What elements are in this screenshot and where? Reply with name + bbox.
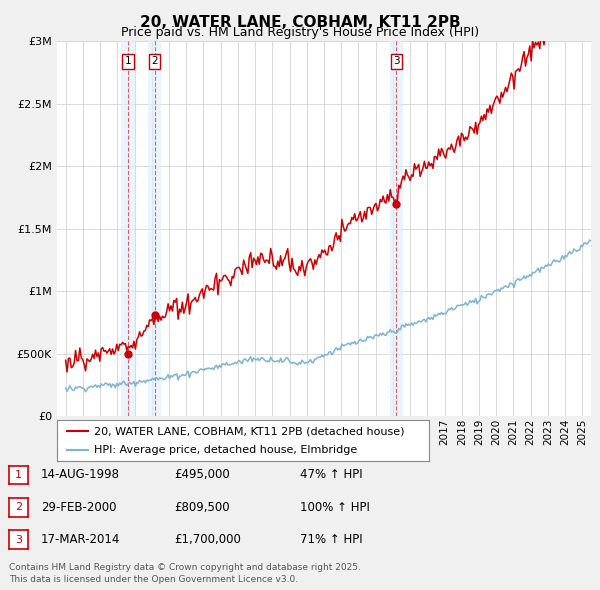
Text: 20, WATER LANE, COBHAM, KT11 2PB: 20, WATER LANE, COBHAM, KT11 2PB	[140, 15, 460, 30]
Text: £809,500: £809,500	[174, 501, 230, 514]
Text: 3: 3	[393, 56, 400, 66]
Text: Contains HM Land Registry data © Crown copyright and database right 2025.: Contains HM Land Registry data © Crown c…	[9, 563, 361, 572]
Text: £1,700,000: £1,700,000	[174, 533, 241, 546]
Text: 20, WATER LANE, COBHAM, KT11 2PB (detached house): 20, WATER LANE, COBHAM, KT11 2PB (detach…	[94, 426, 404, 436]
Bar	[389, 41, 403, 416]
Text: 1: 1	[125, 56, 131, 66]
Text: 100% ↑ HPI: 100% ↑ HPI	[300, 501, 370, 514]
Text: Price paid vs. HM Land Registry's House Price Index (HPI): Price paid vs. HM Land Registry's House …	[121, 26, 479, 39]
Text: 47% ↑ HPI: 47% ↑ HPI	[300, 468, 362, 481]
Text: 2: 2	[151, 56, 158, 66]
Text: 14-AUG-1998: 14-AUG-1998	[41, 468, 120, 481]
Text: 29-FEB-2000: 29-FEB-2000	[41, 501, 116, 514]
Text: 17-MAR-2014: 17-MAR-2014	[41, 533, 120, 546]
Text: 3: 3	[15, 535, 22, 545]
Bar	[121, 41, 135, 416]
Text: £495,000: £495,000	[174, 468, 230, 481]
Bar	[148, 41, 161, 416]
Text: 1: 1	[15, 470, 22, 480]
Text: 2: 2	[15, 503, 22, 512]
Text: 71% ↑ HPI: 71% ↑ HPI	[300, 533, 362, 546]
Text: HPI: Average price, detached house, Elmbridge: HPI: Average price, detached house, Elmb…	[94, 445, 358, 455]
Text: This data is licensed under the Open Government Licence v3.0.: This data is licensed under the Open Gov…	[9, 575, 298, 584]
